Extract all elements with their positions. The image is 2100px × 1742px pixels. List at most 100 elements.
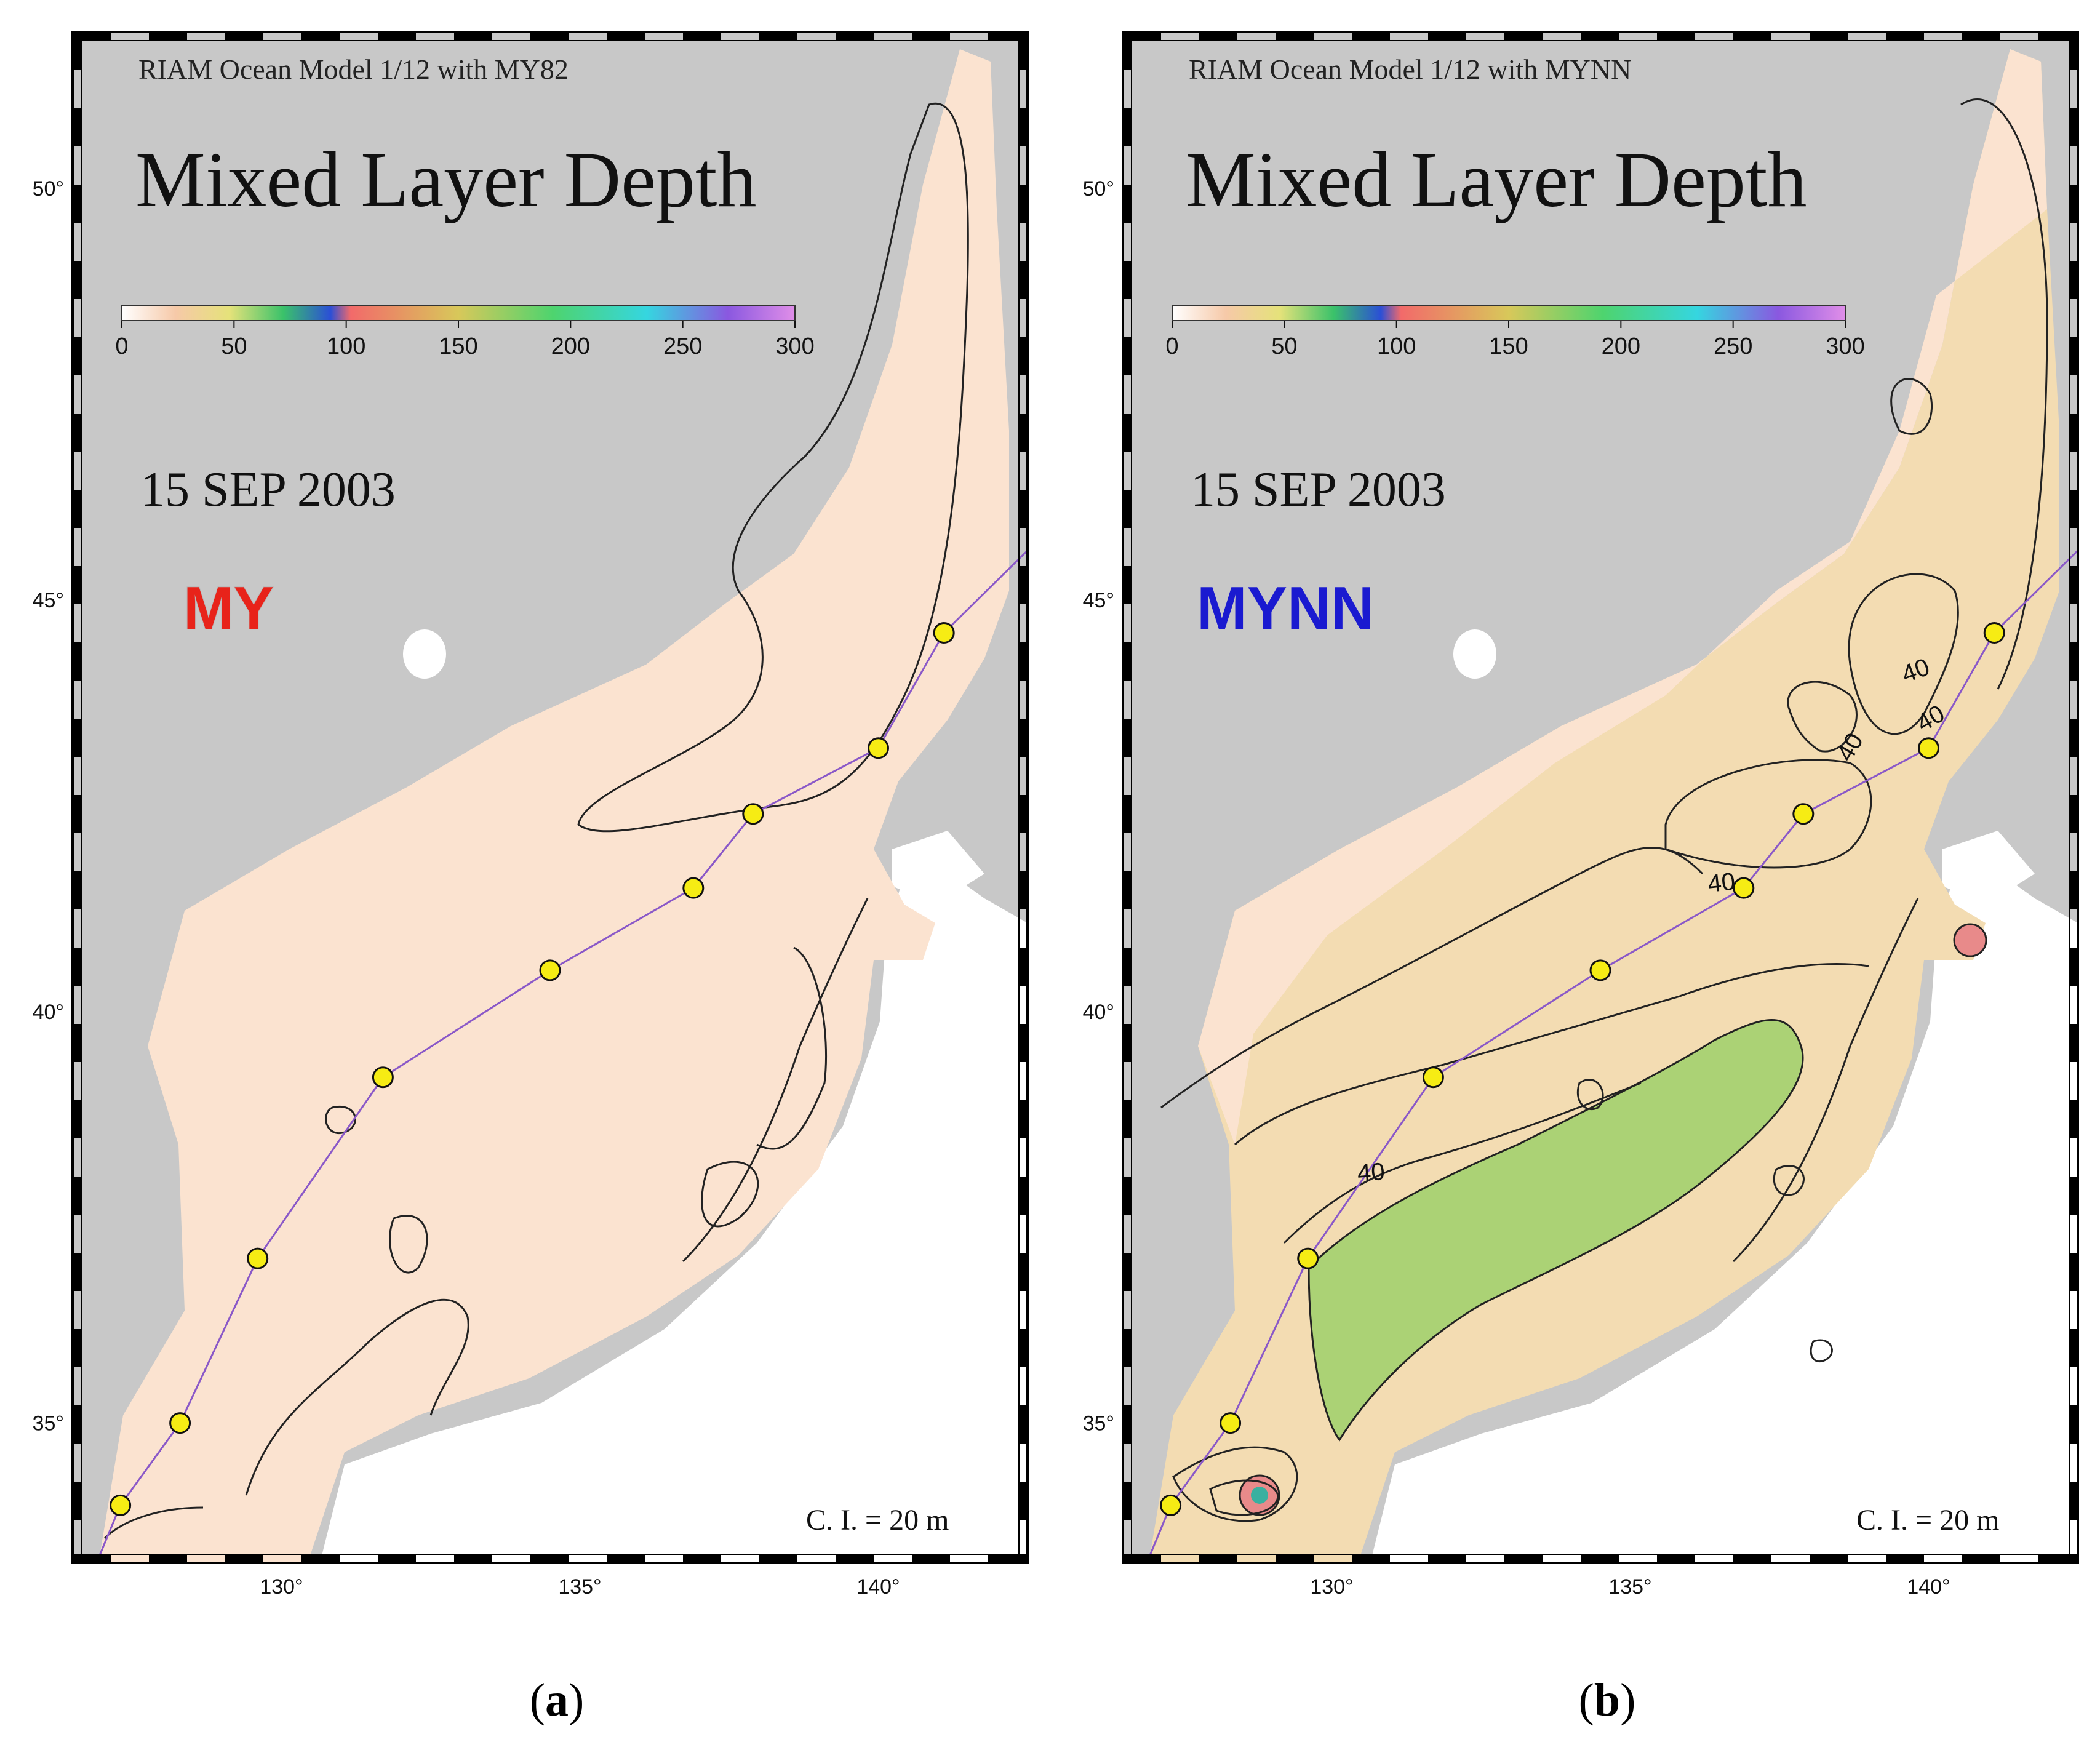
track-point bbox=[1918, 737, 1939, 759]
frame-tick bbox=[73, 1554, 111, 1563]
track-point bbox=[247, 1247, 269, 1269]
frame-tick bbox=[1019, 566, 1028, 604]
frame-tick bbox=[149, 32, 187, 41]
frame-tick bbox=[1123, 1024, 1132, 1062]
frame-tick bbox=[683, 32, 721, 41]
frame-tick bbox=[1504, 1554, 1543, 1563]
frame-tick bbox=[73, 1405, 81, 1444]
frame-tick bbox=[73, 1558, 81, 1563]
colorbar-tick-label: 0 bbox=[115, 334, 128, 359]
frame-tick bbox=[378, 1554, 416, 1563]
frame-tick bbox=[1733, 32, 1771, 41]
lat-tick-label: 40° bbox=[33, 1001, 64, 1024]
frame-tick bbox=[1019, 948, 1028, 986]
frame-tick bbox=[1019, 1405, 1028, 1444]
frame-tick bbox=[2069, 185, 2078, 223]
scheme-label: MY bbox=[183, 574, 274, 642]
lat-tick-label: 45° bbox=[1083, 589, 1114, 612]
lat-tick-label: 40° bbox=[1083, 1001, 1114, 1024]
track-point bbox=[682, 877, 705, 899]
frame-tick bbox=[1123, 1100, 1132, 1138]
frame-tick bbox=[1019, 108, 1028, 146]
frame-tick bbox=[1019, 490, 1028, 528]
frame-tick bbox=[2069, 337, 2078, 375]
frame-tick bbox=[1123, 337, 1132, 375]
frame-tick bbox=[2069, 1100, 2078, 1138]
frame-tick bbox=[607, 1554, 645, 1563]
sea-mixed-layer bbox=[98, 49, 1009, 1563]
frame-tick bbox=[2069, 871, 2078, 909]
track-point bbox=[110, 1494, 132, 1516]
colorbar-tick-label: 50 bbox=[1271, 334, 1297, 359]
frame-tick bbox=[1123, 32, 1132, 70]
lon-tick-label: 140° bbox=[856, 1575, 900, 1599]
frame-tick bbox=[1123, 1558, 1132, 1563]
colorbar bbox=[121, 305, 796, 321]
hokkaido-south-land bbox=[892, 831, 984, 905]
frame-tick bbox=[1019, 1558, 1028, 1563]
contour-label: 40 bbox=[1706, 868, 1736, 898]
frame-tick bbox=[2069, 414, 2078, 452]
colorbar-tick-label: 50 bbox=[221, 334, 247, 359]
frame-tick bbox=[1276, 1554, 1314, 1563]
frame-tick bbox=[2038, 1554, 2077, 1563]
frame-tick bbox=[1123, 1253, 1132, 1291]
frame-tick bbox=[1199, 1554, 1237, 1563]
track-point bbox=[1160, 1494, 1182, 1516]
lon-tick-label: 135° bbox=[1608, 1575, 1651, 1599]
track-a bbox=[95, 549, 1029, 1564]
frame-tick bbox=[1962, 32, 2000, 41]
island-west bbox=[1453, 629, 1496, 679]
track-point bbox=[1422, 1066, 1444, 1089]
frame-tick bbox=[73, 1253, 81, 1291]
frame-tick bbox=[2069, 490, 2078, 528]
frame-tick bbox=[73, 1329, 81, 1367]
frame-tick bbox=[1352, 32, 1390, 41]
frame-tick bbox=[1810, 32, 1848, 41]
frame-tick bbox=[1019, 337, 1028, 375]
frame-tick bbox=[530, 32, 569, 41]
frame-tick bbox=[2069, 795, 2078, 833]
frame-tick bbox=[759, 1554, 797, 1563]
frame-tick bbox=[1019, 719, 1028, 757]
frame-tick bbox=[1504, 32, 1543, 41]
frame-tick bbox=[1886, 1554, 1924, 1563]
frame-tick bbox=[73, 795, 81, 833]
frame-tick bbox=[1962, 1554, 2000, 1563]
lat-tick-label: 45° bbox=[33, 589, 64, 612]
frame-tick bbox=[73, 414, 81, 452]
frame-tick bbox=[836, 1554, 874, 1563]
frame-tick bbox=[1019, 1024, 1028, 1062]
frame-tick bbox=[1123, 108, 1132, 146]
scheme-label: MYNN bbox=[1197, 574, 1375, 642]
frame-tick bbox=[1810, 1554, 1848, 1563]
lat-tick-label: 35° bbox=[33, 1412, 64, 1436]
frame-tick bbox=[988, 1554, 1026, 1563]
contour-interval: C. I. = 20 m bbox=[806, 1504, 949, 1536]
frame-tick bbox=[1123, 32, 1161, 41]
deep-mixed-layer-zone bbox=[1309, 1020, 1803, 1440]
frame-tick bbox=[530, 1554, 569, 1563]
colorbar-tick-label: 0 bbox=[1165, 334, 1178, 359]
frame-tick bbox=[1019, 414, 1028, 452]
frame-tick bbox=[1019, 1253, 1028, 1291]
panel-title: Mixed Layer Depth bbox=[135, 136, 756, 223]
frame-tick bbox=[912, 32, 950, 41]
frame-tick bbox=[1428, 32, 1466, 41]
island-west bbox=[403, 629, 446, 679]
lon-tick-label: 130° bbox=[1310, 1575, 1353, 1599]
frame-tick bbox=[73, 871, 81, 909]
frame-tick bbox=[1123, 490, 1132, 528]
lat-tick-label: 50° bbox=[1083, 177, 1114, 201]
track-point bbox=[933, 621, 955, 644]
frame-tick bbox=[1019, 261, 1028, 299]
track-b bbox=[1146, 549, 2079, 1564]
frame-tick bbox=[73, 1177, 81, 1215]
track-point bbox=[169, 1412, 191, 1434]
lon-tick-label: 135° bbox=[558, 1575, 601, 1599]
frame-tick bbox=[2069, 719, 2078, 757]
colorbar-tick-label: 150 bbox=[1489, 334, 1528, 359]
date-label: 15 SEP 2003 bbox=[140, 463, 396, 517]
track-point bbox=[372, 1066, 394, 1089]
date-label: 15 SEP 2003 bbox=[1191, 463, 1446, 517]
